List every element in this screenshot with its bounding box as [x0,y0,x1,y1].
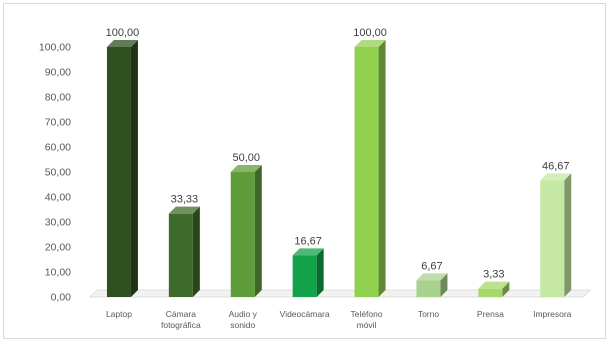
y-tick-label: 100,00 [39,42,71,54]
bar-top [540,173,572,181]
bar-chart: 0,00 10,00 20,00 30,00 40,00 50,00 60,00 70,00 8… [39,27,592,330]
bar [168,213,193,297]
category-label: Videocámara [280,309,330,319]
y-tick-label: 90,00 [45,67,71,79]
y-tick-label: 60,00 [45,142,71,154]
bar-top [106,40,138,47]
bar-top [168,206,200,214]
category-label: Audio y sonido [229,309,258,330]
bar [106,47,131,297]
bar [354,47,379,297]
y-tick-label: 10,00 [45,267,71,279]
data-label: 100,00 [353,27,387,39]
category-label: Teléfono móvil [350,309,382,330]
bar-side [254,165,262,297]
y-tick-label: 40,00 [45,192,71,204]
bar [230,172,255,297]
data-label: 33,33 [171,194,199,206]
data-label: 3,33 [483,269,504,281]
bar [540,180,565,297]
bar-top [292,248,324,256]
y-tick-label: 80,00 [45,92,71,104]
category-label: Prensa [477,309,504,319]
bar-top [354,40,386,47]
bar [416,280,441,297]
data-label: 46,67 [542,160,570,172]
y-tick-label: 0,00 [51,292,72,304]
bar-top [416,273,448,281]
y-tick-label: 50,00 [45,167,71,179]
y-tick-label: 30,00 [45,217,71,229]
data-label: 50,00 [232,152,260,164]
bar-side [192,206,200,297]
y-tick-label: 70,00 [45,117,71,129]
chart-floor [89,289,592,298]
category-label: Cámara fotográfica [161,309,201,330]
bar [478,288,503,297]
bar [292,255,317,297]
bar-side [378,40,386,297]
data-label: 16,67 [294,235,322,247]
category-label: Laptop [106,309,132,319]
chart-area: 0,00 10,00 20,00 30,00 40,00 50,00 60,00 70,00 8… [3,3,606,339]
data-label: 100,00 [106,27,140,39]
bar-top [478,281,510,289]
bar-side [440,273,448,297]
data-label: 6,67 [421,260,442,272]
bar-side [564,173,572,297]
category-label: Impresora [533,309,572,319]
bar-side [130,40,138,297]
bar-side [502,281,510,297]
y-tick-label: 20,00 [45,242,71,254]
bar-side [316,248,324,297]
category-label: Torno [418,309,440,319]
bar-top [230,165,262,172]
